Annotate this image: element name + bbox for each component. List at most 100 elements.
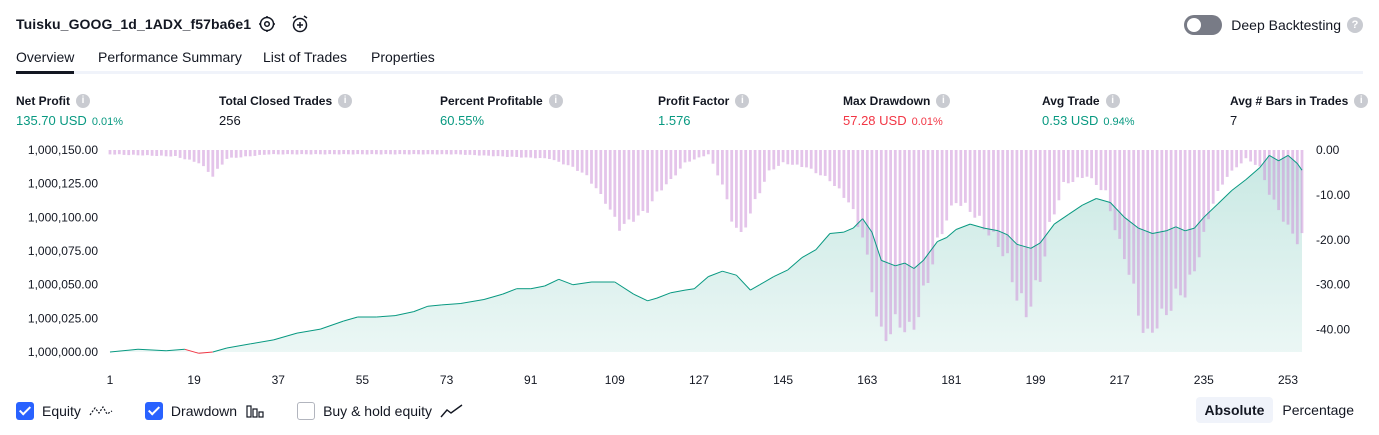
equity-line-segment	[895, 262, 905, 267]
equity-line-segment	[1068, 204, 1083, 216]
equity-line-segment	[530, 285, 545, 290]
drawdown-bar	[393, 150, 397, 155]
info-icon[interactable]: i	[936, 94, 951, 108]
drawdown-bar	[178, 150, 182, 158]
drawdown-checkbox[interactable]	[144, 402, 163, 420]
drawdown-bar	[412, 150, 416, 155]
metric-label: Percent Profitable	[440, 94, 543, 108]
equity-line-segment	[1194, 216, 1205, 229]
tab-performance-summary[interactable]: Performance Summary	[98, 49, 242, 65]
drawdown-bar	[1202, 150, 1206, 232]
absolute-mode-button[interactable]: Absolute	[1195, 397, 1274, 423]
drawdown-bar	[487, 150, 490, 156]
drawdown-bar	[580, 150, 584, 173]
equity-line-segment	[394, 311, 414, 317]
info-icon[interactable]: i	[1354, 94, 1369, 108]
drawdown-bar	[333, 150, 336, 155]
drawdown-bar	[875, 150, 878, 317]
drawdown-bar	[1272, 150, 1276, 200]
drawdown-bar	[907, 150, 911, 322]
drawdown-bar	[702, 150, 706, 157]
drawdown-bar	[267, 150, 271, 155]
x-tick-label: 235	[1194, 373, 1214, 387]
info-icon[interactable]: i	[735, 94, 750, 108]
drawdown-bar	[108, 150, 112, 155]
display-mode-switch: Absolute Percentage	[1195, 397, 1364, 423]
question-icon[interactable]: ?	[1347, 17, 1363, 33]
drawdown-bar	[150, 150, 154, 156]
alarm-clock-plus-icon[interactable]	[290, 14, 310, 34]
legend-drawdown[interactable]: Drawdown	[144, 402, 265, 420]
equity-line-segment	[1269, 154, 1279, 162]
tab-overview[interactable]: Overview	[16, 49, 75, 74]
drawdown-bar	[721, 150, 724, 185]
drawdown-bar	[627, 150, 631, 220]
drawdown-bar	[463, 150, 467, 155]
info-icon[interactable]: i	[1105, 94, 1120, 108]
equity-line-segment	[226, 343, 251, 349]
drawdown-bar	[141, 150, 145, 156]
equity-chart[interactable]: 1,000,150.00 1,000,125.00 1,000,100.00 1,00…	[0, 140, 1379, 390]
tab-properties[interactable]: Properties	[371, 49, 435, 65]
equity-checkbox[interactable]	[16, 402, 34, 420]
drawdown-bar	[534, 150, 537, 159]
x-tick-label: 1	[107, 373, 114, 387]
drawdown-bar	[459, 150, 462, 155]
deep-backtesting-toggle[interactable]	[1184, 15, 1223, 35]
drawdown-bar	[1108, 150, 1112, 212]
drawdown-bar	[678, 150, 682, 169]
drawdown-bar	[940, 150, 944, 235]
drawdown-bar	[749, 150, 752, 214]
drawdown-bar	[931, 150, 935, 265]
equity-line-segment	[1054, 214, 1069, 225]
legend-buy-hold-equity[interactable]: Buy & hold equity	[297, 402, 464, 420]
info-icon[interactable]: i	[76, 94, 90, 108]
drawdown-bar	[1267, 150, 1271, 195]
drawdown-bar	[1197, 150, 1201, 258]
drawdown-bar	[1216, 150, 1220, 191]
y-left-tick-label: 1,000,075.00	[28, 244, 98, 258]
metric-percent: 0.01%	[91, 116, 124, 128]
drawdown-bar	[987, 150, 991, 236]
equity-line-segment	[955, 223, 971, 230]
drawdown-bar	[585, 150, 589, 176]
equity-line-segment	[862, 218, 873, 233]
x-tick-label: 145	[773, 373, 793, 387]
equity-line-segment	[633, 293, 648, 302]
drawdown-bar	[861, 150, 864, 238]
buy-hold-checkbox[interactable]	[297, 402, 316, 420]
metric-value: 0.53 USD	[1042, 113, 1099, 128]
drawdown-bar	[272, 150, 275, 155]
drawdown-bar	[127, 150, 131, 156]
x-tick-label: 91	[524, 373, 538, 387]
drawdown-bar	[1286, 150, 1290, 225]
equity-line-segment	[1109, 202, 1125, 218]
info-icon[interactable]: i	[548, 94, 563, 108]
x-tick-label: 163	[857, 373, 877, 387]
drawdown-bar	[898, 150, 902, 328]
equity-line-segment	[427, 304, 442, 307]
drawdown-bar	[716, 150, 720, 176]
drawdown-bar	[739, 150, 743, 232]
gear-icon[interactable]	[257, 14, 277, 34]
drawdown-bar	[1249, 150, 1252, 162]
percentage-mode-button[interactable]: Percentage	[1282, 402, 1354, 418]
equity-line-segment	[343, 316, 358, 322]
tab-list-of-trades[interactable]: List of Trades	[263, 49, 348, 65]
equity-line-segment	[1152, 230, 1167, 234]
drawdown-bar	[1155, 150, 1159, 329]
drawdown-bar	[1211, 150, 1215, 204]
drawdown-bar	[183, 150, 187, 160]
drawdown-bar	[361, 150, 364, 155]
drawdown-bar	[365, 150, 369, 155]
legend-equity[interactable]: Equity	[16, 402, 113, 420]
info-icon[interactable]: i	[338, 94, 353, 108]
drawdown-bar	[1179, 150, 1182, 296]
x-tick-label: 109	[605, 373, 625, 387]
drawdown-bar	[188, 150, 191, 160]
drawdown-bar	[132, 150, 135, 155]
drawdown-bar	[169, 150, 173, 157]
equity-line-segment	[773, 269, 789, 278]
x-tick-label: 37	[272, 373, 286, 387]
drawdown-bar	[697, 150, 701, 158]
